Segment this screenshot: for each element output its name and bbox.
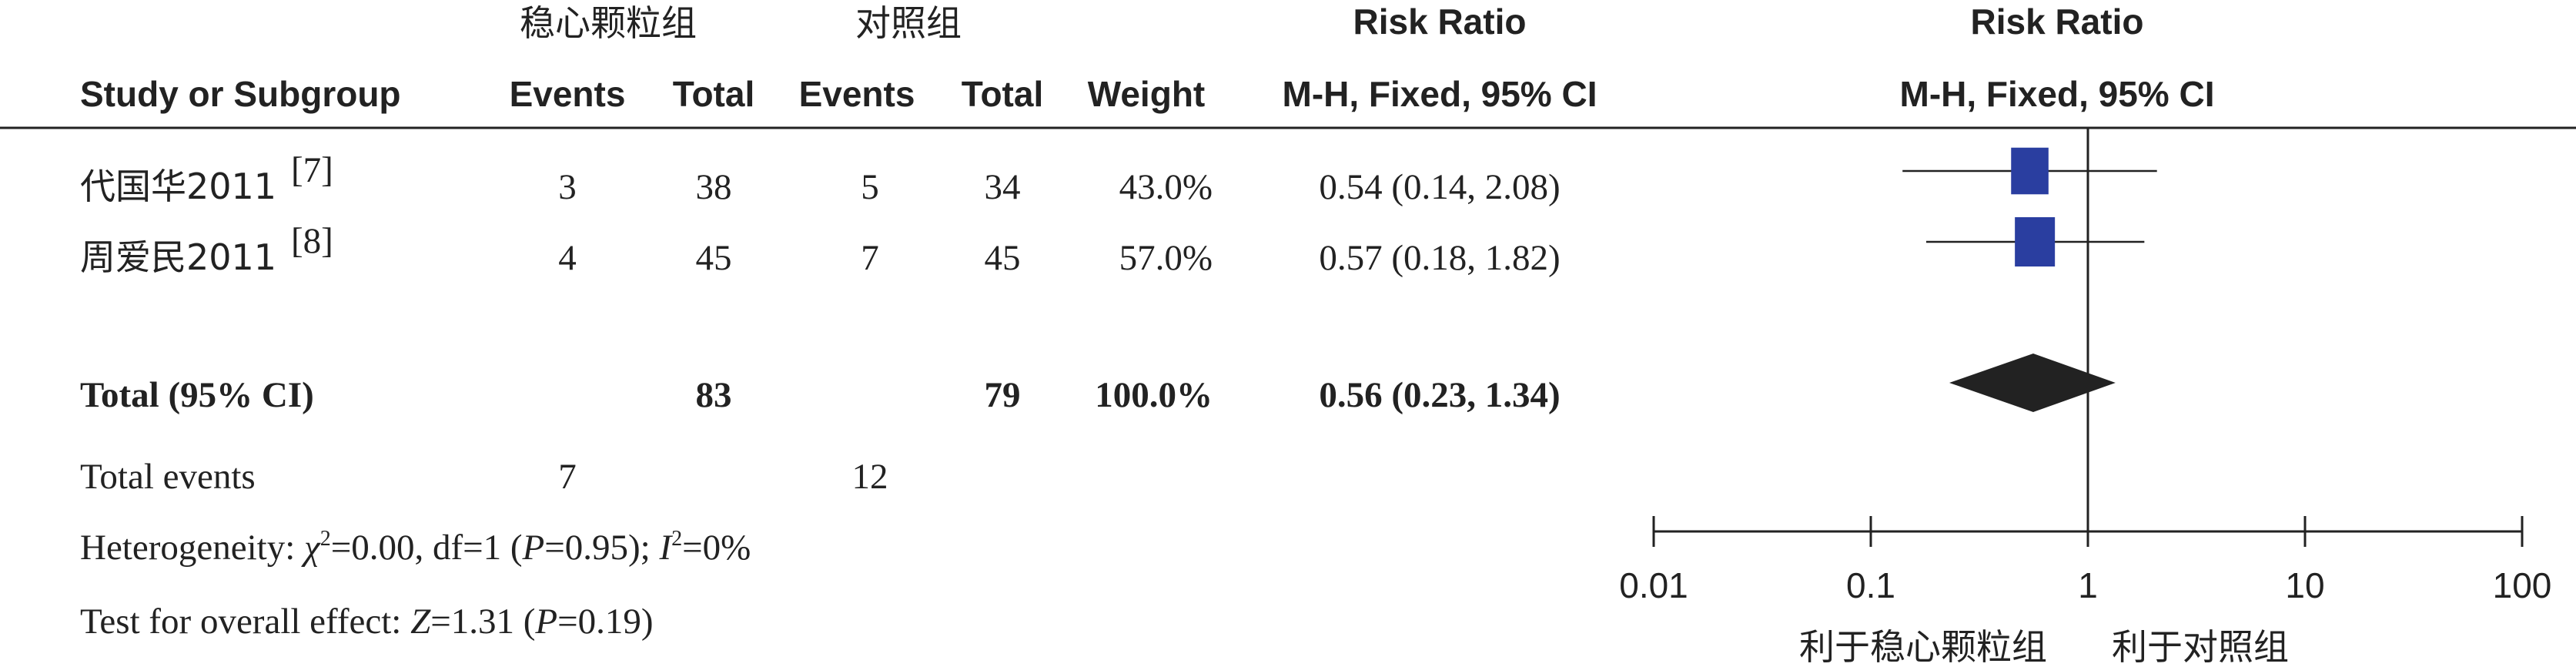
weight-header: Weight	[1088, 74, 1205, 114]
study-reference: [8]	[291, 221, 333, 261]
total-ci: 0.56 (0.23, 1.34)	[1319, 375, 1560, 415]
total2-sum: 79	[985, 375, 1021, 415]
total-weight: 100.0%	[1095, 375, 1213, 415]
events2-value: 5	[861, 167, 879, 207]
total1-sum: 83	[696, 375, 732, 415]
ci-value: 0.57 (0.18, 1.82)	[1319, 238, 1560, 278]
study-column-header: Study or Subgroup	[80, 74, 401, 114]
total2-value: 45	[985, 238, 1021, 278]
total-label: Total (95% CI)	[80, 375, 314, 415]
ci-value: 0.54 (0.14, 2.08)	[1319, 167, 1560, 207]
study-reference: [7]	[291, 150, 333, 190]
total2-header: Total	[962, 74, 1043, 114]
group2-header: 对照组	[855, 2, 962, 44]
rr-method-header: M-H, Fixed, 95% CI	[1283, 74, 1597, 114]
heterogeneity-text: Heterogeneity: χ2=0.00, df=1 (P=0.95); I…	[80, 527, 751, 568]
weight-value: 57.0%	[1119, 238, 1213, 278]
x-tick-label: 0.1	[1846, 565, 1895, 605]
effect-square	[2011, 147, 2049, 195]
favours-right-label: 利于对照组	[2112, 626, 2289, 667]
x-tick-label: 1	[2078, 565, 2098, 605]
total1-value: 38	[696, 167, 732, 207]
total-row: Total (95% CI) 83 79 100.0% 0.56 (0.23, …	[80, 375, 1561, 415]
study-row: 代国华2011 [7] 3 38 5 34 43.0% 0.54 (0.14, …	[80, 150, 1561, 207]
x-tick-label: 10	[2285, 565, 2324, 605]
favours-left-label: 利于稳心颗粒组	[1799, 626, 2047, 667]
total1-value: 45	[696, 238, 732, 278]
study-row: 周爱民2011 [8] 4 45 7 45 57.0% 0.57 (0.18, …	[80, 221, 1561, 278]
total-events2: 12	[852, 457, 888, 497]
study-name: 周爱民2011	[80, 236, 276, 278]
total-events-row: Total events 7 12	[80, 457, 888, 497]
forest-plot-area: 0.01 0.1 1 10 100	[1619, 128, 2551, 605]
effect-square	[2015, 217, 2056, 266]
total2-value: 34	[985, 167, 1021, 207]
pooled-diamond	[1949, 354, 2116, 412]
events2-value: 7	[861, 238, 879, 278]
plot-method-header: M-H, Fixed, 95% CI	[1900, 74, 2215, 114]
group1-header: 稳心颗粒组	[520, 2, 697, 44]
overall-effect-text: Test for overall effect: Z=1.31 (P=0.19)	[80, 602, 654, 642]
events1-header: Events	[510, 74, 626, 114]
x-tick-label: 100	[2493, 565, 2552, 605]
total1-header: Total	[673, 74, 754, 114]
events2-header: Events	[799, 74, 915, 114]
events1-value: 4	[558, 238, 577, 278]
study-name: 代国华2011	[80, 166, 276, 207]
rr-column-title: Risk Ratio	[1353, 2, 1527, 42]
total-events-label: Total events	[80, 457, 256, 497]
plot-title: Risk Ratio	[1971, 2, 2144, 42]
x-tick-label: 0.01	[1619, 565, 1688, 605]
weight-value: 43.0%	[1119, 167, 1213, 207]
total-events1: 7	[558, 457, 577, 497]
events1-value: 3	[558, 167, 577, 207]
